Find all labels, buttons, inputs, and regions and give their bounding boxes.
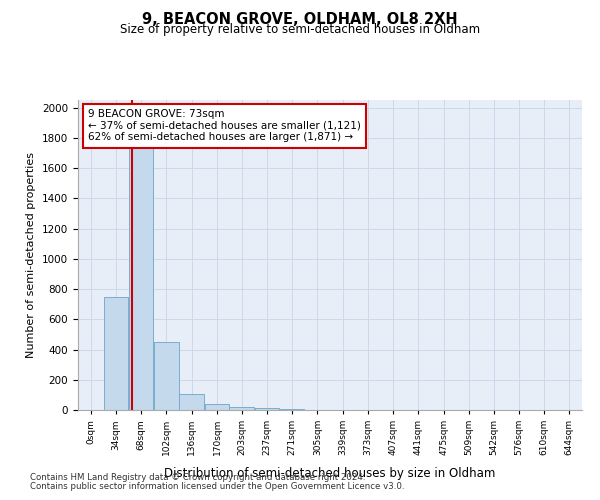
Text: Size of property relative to semi-detached houses in Oldham: Size of property relative to semi-detach… [120, 22, 480, 36]
Bar [179, 394, 204, 410]
Text: Contains HM Land Registry data © Crown copyright and database right 2024.: Contains HM Land Registry data © Crown c… [30, 474, 365, 482]
Bar [104, 296, 128, 410]
Bar [205, 404, 229, 410]
Y-axis label: Number of semi-detached properties: Number of semi-detached properties [26, 152, 37, 358]
Bar [280, 409, 304, 410]
Bar [129, 127, 154, 410]
Bar [229, 406, 254, 410]
X-axis label: Distribution of semi-detached houses by size in Oldham: Distribution of semi-detached houses by … [164, 466, 496, 479]
Text: 9 BEACON GROVE: 73sqm
← 37% of semi-detached houses are smaller (1,121)
62% of s: 9 BEACON GROVE: 73sqm ← 37% of semi-deta… [88, 110, 361, 142]
Bar [154, 342, 179, 410]
Text: 9, BEACON GROVE, OLDHAM, OL8 2XH: 9, BEACON GROVE, OLDHAM, OL8 2XH [142, 12, 458, 28]
Text: Contains public sector information licensed under the Open Government Licence v3: Contains public sector information licen… [30, 482, 404, 491]
Bar [254, 408, 279, 410]
